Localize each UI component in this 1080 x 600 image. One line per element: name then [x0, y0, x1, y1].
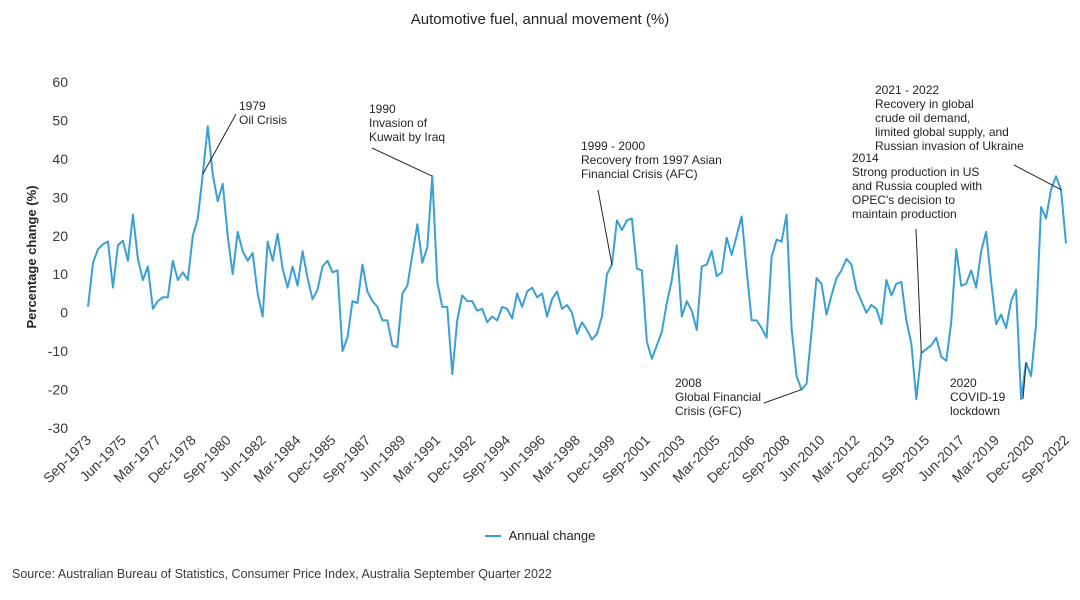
y-tick-label: -20: [48, 382, 68, 398]
y-tick-label: 50: [52, 112, 68, 128]
y-tick-label: 30: [52, 189, 68, 205]
legend-swatch: [484, 534, 501, 537]
annotation-layer: 1979 Oil Crisis 1990 Invasion of Kuwait by I…: [202, 83, 1062, 418]
y-tick-label: 60: [52, 74, 68, 90]
y-tick-label: 0: [60, 305, 68, 321]
annotation-leader: [763, 389, 802, 404]
y-tick-label: -30: [48, 420, 68, 436]
annotation-leader: [1022, 362, 1027, 400]
source-note: Source: Australian Bureau of Statistics,…: [12, 567, 552, 581]
annotation-leader: [202, 113, 237, 175]
annotation-text: 1990 Invasion of Kuwait by Iraq: [369, 102, 445, 144]
series-line-annual-change: [87, 125, 1067, 401]
annotation-text: 2020 COVID-19 lockdown: [950, 376, 1006, 418]
chart-title: Automotive fuel, annual movement (%): [410, 11, 670, 28]
y-tick-label: 40: [52, 151, 68, 167]
y-tick-label: 20: [52, 228, 68, 244]
legend: Annual change: [0, 528, 1080, 543]
annotation-leader: [597, 189, 613, 265]
y-axis-label: Percentage change (%): [24, 185, 39, 328]
annotation-text: 2014 Strong production in US and Russia co…: [852, 151, 982, 221]
annotation-leader: [1013, 164, 1062, 191]
annotation-leader: [371, 147, 433, 177]
y-tick-label: -10: [48, 343, 68, 359]
annotation-text: 1979 Oil Crisis: [239, 99, 287, 127]
annotation-text: 1999 - 2000 Recovery from 1997 Asian Finan…: [581, 139, 722, 181]
annotation-leader: [915, 228, 922, 354]
x-axis: Sep-1973Jun-1975Mar-1977Dec-1978Sep-1980…: [40, 432, 1072, 486]
legend-label: Annual change: [508, 528, 596, 543]
y-tick-label: 10: [52, 266, 68, 282]
annotation-text: 2021 - 2022 Recovery in global crude oil d…: [875, 83, 1024, 153]
y-axis: 60 50 40 30 20 10 0 -10 -20 -30: [48, 74, 68, 436]
annotation-text: 2008 Global Financial Crisis (GFC): [675, 376, 761, 418]
series-layer: [87, 125, 1067, 401]
